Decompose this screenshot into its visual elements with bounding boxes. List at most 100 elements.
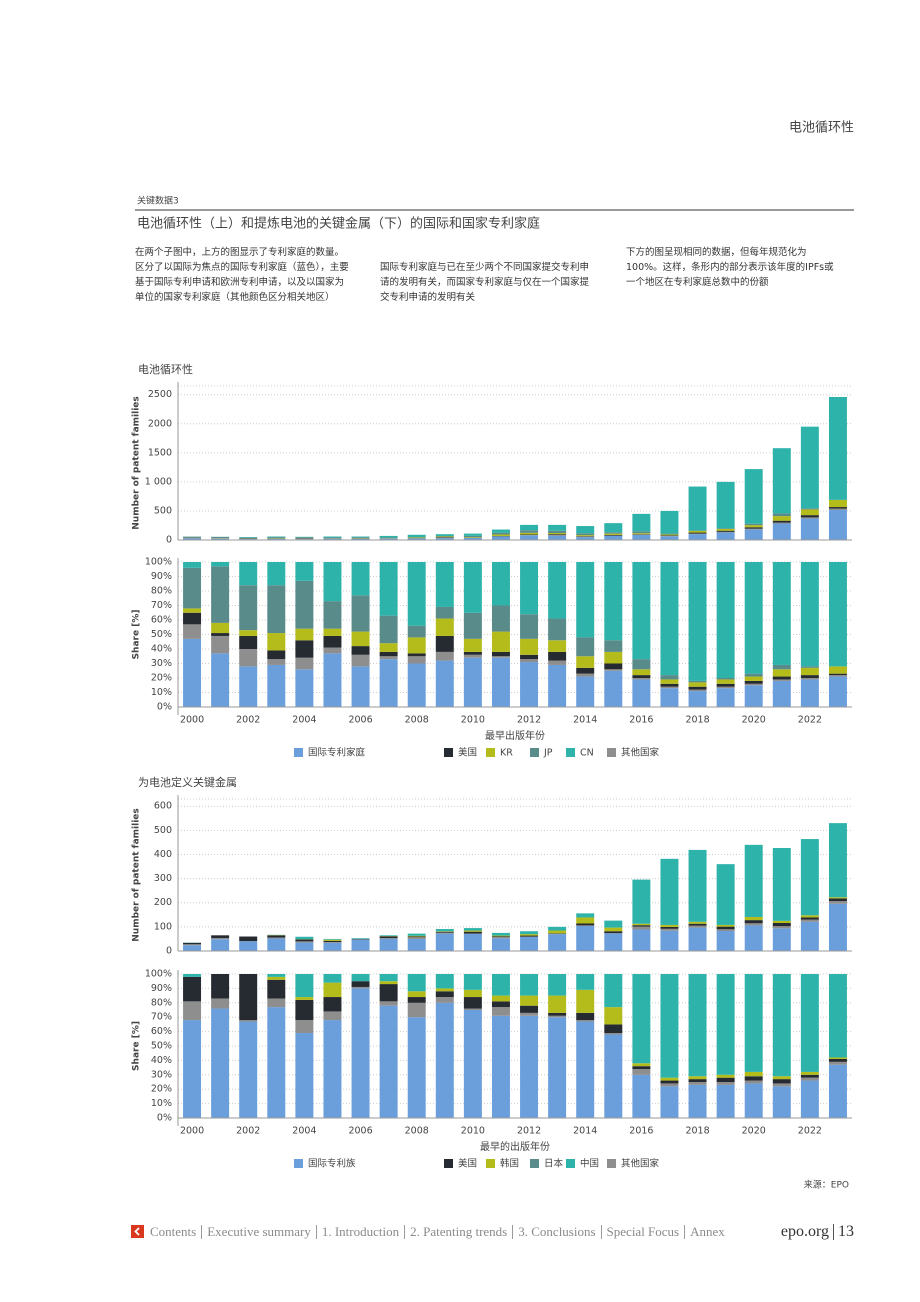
bar-segment: [744, 844, 763, 917]
bar-segment: [716, 929, 735, 931]
y-tick-label: 10%: [151, 687, 172, 698]
nav-link[interactable]: Contents: [150, 1224, 197, 1239]
bar-segment: [688, 849, 707, 922]
bar-segment: [744, 974, 763, 1072]
bar-segment: [295, 999, 314, 1021]
bar-segment: [463, 657, 482, 707]
x-axis-title: 最早的出版年份: [480, 1140, 550, 1153]
nav-link[interactable]: 3. Conclusions: [512, 1225, 600, 1239]
bar-segment: [548, 524, 567, 531]
y-tick-label: 50%: [151, 1041, 172, 1052]
figure-title: 电池循环性（上）和提炼电池的关键金属（下）的国际和国家专利家庭: [137, 216, 540, 232]
bar-segment: [716, 924, 735, 927]
bar-segment: [660, 679, 679, 684]
bar-segment: [520, 1015, 539, 1118]
y-tick-label: 100%: [145, 969, 172, 980]
bar-segment: [660, 683, 679, 687]
x-tick-label: 2006: [348, 1126, 372, 1137]
y-tick-label: 500: [154, 505, 172, 516]
bar-segment: [660, 1086, 679, 1118]
y-tick-label: 100: [154, 921, 172, 932]
nav-link[interactable]: 2. Patenting trends: [404, 1225, 512, 1239]
bar-segment: [379, 643, 398, 652]
x-tick-label: 2016: [629, 1126, 653, 1137]
y-tick-label: 300: [154, 873, 172, 884]
bar-segment: [548, 640, 567, 652]
bar-segment: [576, 562, 595, 638]
bar-segment: [772, 516, 791, 521]
bar-segment: [463, 933, 482, 951]
x-tick-label: 2002: [236, 715, 260, 726]
bar-segment: [323, 538, 342, 540]
nav-icon[interactable]: [131, 1225, 144, 1238]
bar-segment: [688, 927, 707, 951]
bar-segment: [716, 531, 735, 533]
y-tick-label: 80%: [151, 586, 172, 597]
bar-segment: [660, 688, 679, 707]
y-tick-label: 10%: [151, 1098, 172, 1109]
bar-segment: [772, 513, 791, 517]
x-tick-label: 2012: [517, 715, 541, 726]
bar-segment: [660, 1077, 679, 1081]
bar-segment: [772, 679, 791, 681]
bar-segment: [491, 1015, 510, 1118]
bar-segment: [323, 940, 342, 943]
bar-segment: [267, 935, 286, 938]
bar-segment: [323, 536, 342, 538]
y-tick-label: 30%: [151, 1069, 172, 1080]
bar-segment: [239, 630, 258, 636]
legend-swatch: [530, 748, 539, 757]
bar-segment: [772, 522, 791, 524]
bar-segment: [632, 678, 651, 680]
bar-segment: [407, 537, 426, 539]
bar-segment: [576, 925, 595, 951]
bar-segment: [463, 533, 482, 536]
bar-segment: [688, 486, 707, 531]
bar-segment: [379, 615, 398, 644]
bar-segment: [323, 1011, 342, 1021]
bar-segment: [435, 931, 454, 933]
y-axis-title: Share [%]: [132, 610, 142, 660]
bar-segment: [576, 667, 595, 674]
bar-segment: [239, 1021, 258, 1118]
bar-segment: [491, 536, 510, 540]
bar-segment: [660, 930, 679, 951]
nav-link[interactable]: 1. Introduction: [315, 1225, 404, 1239]
bar-segment: [660, 562, 679, 676]
nav-link[interactable]: Annex: [684, 1225, 730, 1239]
x-tick-label: 2010: [461, 1126, 485, 1137]
bar-segment: [688, 534, 707, 540]
bar-segment: [520, 638, 539, 655]
paragraph: 在两个子图中，上方的图显示了专利家庭的数量。区分了以国际为焦点的国际专利家庭（蓝…: [135, 247, 349, 303]
bar-segment: [604, 1033, 623, 1035]
bar-segment: [632, 879, 651, 924]
legend-label: CN: [580, 748, 594, 759]
bar-segment: [744, 673, 763, 677]
bar-segment: [351, 536, 370, 538]
paragraph: 下方的图呈现相同的数据，但每年规范化为100%。这样，条形内的部分表示该年度的I…: [626, 247, 834, 288]
bar-segment: [716, 1077, 735, 1082]
bar-segment: [576, 537, 595, 540]
bar-segment: [800, 1071, 819, 1075]
bar-segment: [632, 675, 651, 678]
bar-segment: [800, 509, 819, 516]
bar-segment: [323, 537, 342, 539]
x-tick-label: 2020: [742, 715, 766, 726]
bar-segment: [407, 653, 426, 657]
bar-segment: [548, 995, 567, 1013]
nav-link[interactable]: Special Focus: [600, 1225, 685, 1239]
nav-link[interactable]: Executive summary: [201, 1225, 316, 1239]
bar-segment: [267, 937, 286, 939]
bar-segment: [183, 1020, 202, 1118]
bar-segment: [772, 1079, 791, 1084]
legend-label: 其他国家: [621, 747, 660, 759]
y-tick-label: 90%: [151, 983, 172, 994]
bar-segment: [435, 606, 454, 619]
bar-segment: [183, 638, 202, 707]
site-link[interactable]: epo.org: [780, 1223, 829, 1240]
y-tick-label: 200: [154, 897, 172, 908]
bar-segment: [295, 628, 314, 641]
y-tick-label: 2500: [148, 389, 172, 400]
bar-segment: [744, 562, 763, 674]
bar-segment: [800, 974, 819, 1072]
